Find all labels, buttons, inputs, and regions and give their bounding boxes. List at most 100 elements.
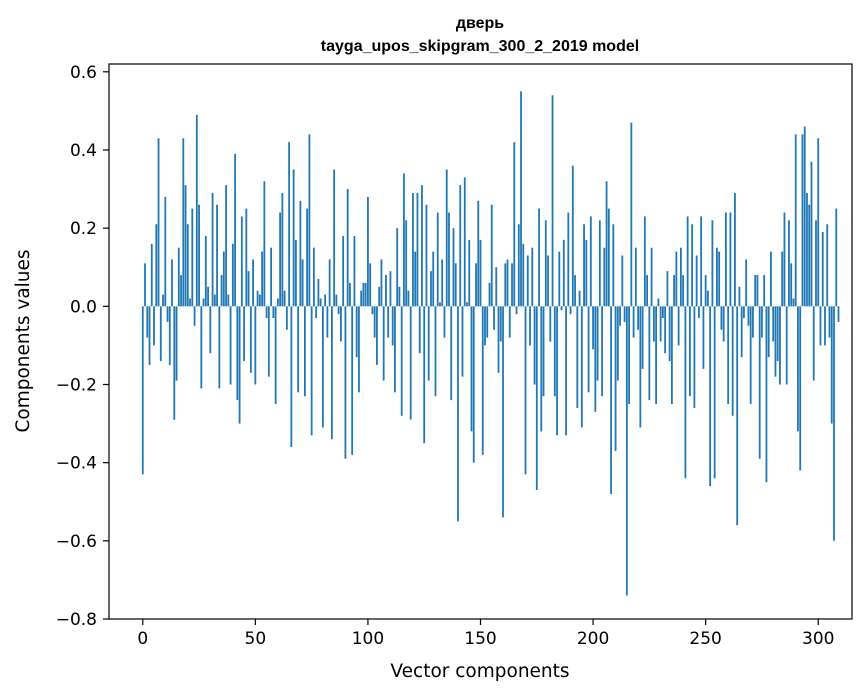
bar-component-246 bbox=[695, 255, 698, 307]
x-tick-label: 100 bbox=[352, 629, 384, 649]
bar-component-48 bbox=[249, 306, 252, 373]
bar-component-213 bbox=[621, 255, 624, 307]
bar-component-143 bbox=[463, 177, 466, 307]
bar-component-140 bbox=[457, 306, 459, 522]
bar-component-301 bbox=[819, 306, 822, 346]
bar-component-256 bbox=[718, 251, 721, 307]
bar-component-25 bbox=[198, 204, 200, 307]
bar-component-242 bbox=[686, 216, 689, 307]
bar-component-141 bbox=[459, 185, 462, 307]
bar-component-306 bbox=[830, 306, 833, 424]
bar-component-275 bbox=[761, 306, 763, 338]
bar-component-149 bbox=[477, 200, 480, 307]
bar-component-163 bbox=[508, 306, 511, 338]
bar-component-95 bbox=[355, 306, 358, 358]
bar-component-29 bbox=[207, 286, 209, 307]
bar-component-198 bbox=[587, 306, 590, 393]
bar-component-0 bbox=[141, 306, 144, 475]
bar-component-261 bbox=[729, 212, 732, 307]
x-tick-label: 50 bbox=[245, 629, 267, 649]
bar-component-219 bbox=[634, 247, 637, 307]
bar-component-106 bbox=[380, 259, 383, 307]
bar-component-289 bbox=[792, 298, 795, 307]
bar-component-119 bbox=[409, 306, 412, 420]
bar-component-196 bbox=[583, 224, 585, 307]
bar-component-174 bbox=[533, 306, 536, 385]
plot-frame bbox=[108, 63, 853, 620]
bar-component-54 bbox=[263, 181, 266, 307]
bar-component-286 bbox=[785, 306, 788, 385]
bar-component-172 bbox=[529, 306, 531, 346]
bar-component-244 bbox=[691, 224, 694, 307]
bar-component-272 bbox=[754, 275, 757, 307]
bar-component-307 bbox=[833, 306, 835, 541]
bar-component-43 bbox=[238, 306, 241, 424]
bar-component-38 bbox=[227, 294, 230, 307]
bar-component-58 bbox=[272, 306, 275, 319]
bar-component-120 bbox=[412, 192, 414, 307]
bar-component-13 bbox=[171, 259, 173, 307]
bar-component-70 bbox=[299, 200, 302, 307]
bar-component-255 bbox=[716, 247, 718, 307]
bar-component-241 bbox=[684, 306, 687, 479]
bar-component-100 bbox=[367, 196, 369, 307]
bar-component-228 bbox=[655, 306, 658, 405]
bar-component-123 bbox=[418, 306, 421, 354]
bar-component-233 bbox=[666, 271, 669, 307]
bar-component-113 bbox=[396, 228, 399, 307]
x-tick-label: 200 bbox=[577, 629, 609, 649]
bar-component-126 bbox=[425, 204, 428, 307]
bar-component-159 bbox=[499, 306, 502, 342]
bar-component-247 bbox=[698, 306, 700, 319]
bar-component-79 bbox=[319, 298, 322, 307]
bar-component-162 bbox=[506, 259, 509, 307]
bar-component-296 bbox=[808, 204, 811, 307]
bar-component-217 bbox=[630, 122, 633, 307]
bar-component-170 bbox=[524, 306, 527, 475]
bar-component-2 bbox=[146, 306, 149, 338]
bar-component-105 bbox=[378, 286, 381, 307]
bar-component-11 bbox=[166, 306, 169, 322]
bar-component-65 bbox=[288, 142, 291, 307]
bar-component-37 bbox=[225, 185, 227, 307]
bar-component-69 bbox=[297, 306, 300, 393]
bar-component-165 bbox=[513, 142, 516, 307]
x-axis-ticks: 0 50 100 150 200 250 300 bbox=[137, 619, 834, 649]
bar-component-260 bbox=[727, 306, 730, 405]
bar-component-47 bbox=[247, 271, 250, 307]
x-tick-label: 150 bbox=[464, 629, 496, 649]
bar-component-125 bbox=[423, 306, 426, 444]
bar-component-234 bbox=[668, 306, 671, 362]
bar-component-304 bbox=[826, 224, 829, 307]
bar-component-176 bbox=[538, 208, 540, 307]
bar-component-32 bbox=[213, 294, 216, 307]
bar-component-224 bbox=[646, 275, 649, 307]
bar-component-92 bbox=[349, 282, 351, 307]
bar-component-218 bbox=[632, 306, 635, 338]
y-tick-label: −0.6 bbox=[56, 532, 97, 552]
bar-component-293 bbox=[801, 134, 804, 307]
bar-component-138 bbox=[452, 228, 455, 307]
bar-component-22 bbox=[191, 208, 194, 307]
bar-component-265 bbox=[738, 286, 741, 307]
bar-component-55 bbox=[265, 306, 268, 319]
bar-component-110 bbox=[389, 271, 392, 307]
bar-component-188 bbox=[565, 306, 567, 436]
bar-component-91 bbox=[346, 189, 349, 307]
bar-component-160 bbox=[502, 306, 504, 518]
bar-component-167 bbox=[517, 224, 520, 307]
bar-component-4 bbox=[150, 243, 153, 307]
bar-component-237 bbox=[675, 251, 678, 307]
bar-component-179 bbox=[544, 220, 547, 307]
bar-component-251 bbox=[707, 290, 709, 307]
bar-component-239 bbox=[679, 247, 682, 307]
bar-component-151 bbox=[481, 306, 484, 455]
bar-component-250 bbox=[704, 275, 707, 307]
bar-component-129 bbox=[432, 251, 435, 307]
bar-component-259 bbox=[725, 212, 727, 307]
bar-component-216 bbox=[628, 306, 630, 405]
bar-component-9 bbox=[162, 294, 164, 307]
bar-component-186 bbox=[560, 306, 563, 311]
x-tick-label: 250 bbox=[689, 629, 721, 649]
